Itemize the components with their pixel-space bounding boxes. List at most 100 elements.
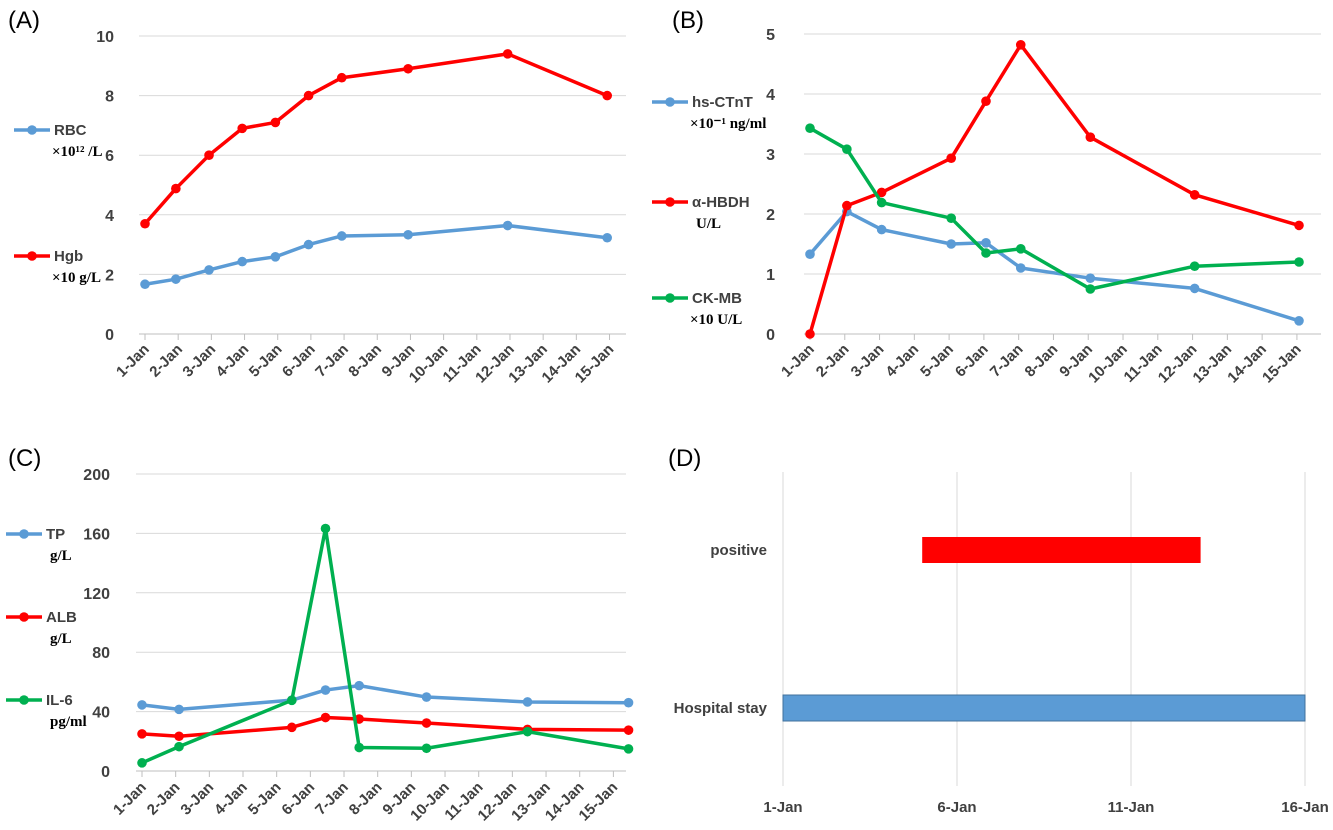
data-point bbox=[336, 72, 347, 83]
y-tick-label: 3 bbox=[766, 147, 775, 164]
legend-series-unit: ×10¹² /L bbox=[52, 144, 102, 160]
data-point bbox=[502, 49, 513, 59]
y-tick-label: 0 bbox=[105, 327, 114, 344]
data-point bbox=[946, 153, 957, 163]
data-point bbox=[237, 123, 248, 134]
y-tick-label: 2 bbox=[105, 267, 114, 284]
chart-panel-d: (D) 1-Jan 6-Jan 11-Jan 16-Jan positive Hospita… bbox=[668, 445, 1329, 816]
series-line-hgb bbox=[143, 52, 608, 225]
x-tick-label: 6-Jan bbox=[279, 341, 319, 381]
data-point bbox=[174, 731, 184, 742]
data-point bbox=[805, 249, 815, 259]
data-point bbox=[421, 718, 432, 728]
data-point bbox=[1294, 257, 1304, 267]
x-tick-label: 2-Jan bbox=[813, 341, 853, 381]
legend-series-name: Hgb bbox=[54, 248, 83, 265]
data-point bbox=[174, 741, 184, 752]
x-tick-label: 3-Jan bbox=[179, 341, 219, 381]
data-point bbox=[805, 329, 815, 339]
data-point bbox=[303, 239, 314, 250]
data-point bbox=[522, 726, 533, 737]
legend-swatch-marker bbox=[27, 125, 37, 135]
x-tick-label: 8-Jan bbox=[346, 779, 386, 819]
data-point bbox=[137, 758, 147, 768]
legend-series-name: hs-CTnT bbox=[692, 94, 753, 111]
panel-label: (C) bbox=[8, 445, 41, 472]
data-point bbox=[204, 150, 214, 160]
data-point bbox=[140, 218, 150, 229]
y-tick-label: 0 bbox=[766, 327, 775, 344]
y-category-label: positive bbox=[710, 542, 767, 559]
y-category-label: Hospital stay bbox=[674, 700, 768, 717]
x-tick-label: 15-Jan bbox=[576, 779, 622, 825]
data-point bbox=[140, 279, 150, 290]
series-line-tp bbox=[141, 683, 629, 712]
x-tick-label: 4-Jan bbox=[882, 341, 922, 381]
x-tick-label: 6-Jan bbox=[952, 341, 992, 381]
data-point bbox=[354, 742, 364, 753]
x-tick-label: 3-Jan bbox=[177, 779, 217, 819]
x-tick-label: 1-Jan bbox=[110, 779, 150, 819]
data-point bbox=[320, 523, 331, 534]
data-point bbox=[981, 96, 991, 106]
data-point bbox=[623, 744, 634, 754]
data-point bbox=[1294, 316, 1304, 326]
legend-swatch-marker bbox=[665, 293, 675, 303]
data-point bbox=[270, 117, 281, 128]
y-tick-label: 160 bbox=[83, 526, 110, 543]
data-point bbox=[137, 700, 147, 710]
data-point bbox=[174, 704, 184, 715]
legend-swatch-marker bbox=[19, 529, 29, 539]
x-tick-label: 5-Jan bbox=[917, 341, 957, 381]
legend-series-name: TP bbox=[46, 526, 65, 543]
data-point bbox=[842, 200, 852, 211]
data-point bbox=[287, 695, 297, 706]
legend-series-unit: g/L bbox=[50, 631, 72, 647]
x-tick-label: 7-Jan bbox=[312, 341, 352, 381]
y-tick-label: 4 bbox=[766, 87, 775, 104]
legend-swatch-marker bbox=[665, 197, 675, 207]
legend-swatch-marker bbox=[19, 612, 29, 622]
x-tick-label: 1-Jan bbox=[113, 341, 153, 381]
data-point bbox=[1015, 263, 1026, 273]
legend-series-unit: pg/ml bbox=[50, 714, 87, 730]
data-point bbox=[403, 63, 413, 74]
bar-positive bbox=[922, 537, 1201, 563]
data-point bbox=[320, 712, 331, 723]
series-line-ck-mb bbox=[809, 126, 1300, 291]
data-point bbox=[171, 274, 181, 284]
data-point bbox=[602, 232, 612, 243]
chart-panel-b: (B) 0 1 2 3 4 5 1-Jan2-Jan3-Jan4-Jan5-Jan6-Jan7… bbox=[652, 7, 1321, 386]
data-point bbox=[204, 265, 214, 275]
series-line-alb bbox=[141, 715, 629, 739]
x-tick-label: 7-Jan bbox=[312, 779, 352, 819]
y-tick-label: 1 bbox=[766, 267, 775, 284]
data-point bbox=[171, 183, 181, 194]
x-tick-label: 5-Jan bbox=[245, 779, 285, 819]
data-point bbox=[876, 197, 887, 208]
data-point bbox=[287, 722, 297, 733]
legend-series-name: RBC bbox=[54, 122, 87, 139]
data-point bbox=[1189, 261, 1200, 272]
data-point bbox=[623, 725, 634, 735]
x-tick-label: 2-Jan bbox=[144, 779, 184, 819]
y-tick-label: 0 bbox=[101, 764, 110, 781]
data-point bbox=[1189, 190, 1200, 200]
x-tick-label: 6-Jan bbox=[278, 779, 318, 819]
legend-swatch-marker bbox=[27, 251, 37, 261]
data-point bbox=[320, 685, 331, 695]
data-point bbox=[354, 680, 364, 691]
legend-series-name: α-HBDH bbox=[692, 194, 750, 211]
data-point bbox=[1015, 40, 1026, 50]
data-point bbox=[1085, 273, 1096, 284]
y-tick-label: 120 bbox=[83, 586, 110, 603]
x-tick-label: 4-Jan bbox=[211, 779, 251, 819]
y-tick-label: 5 bbox=[766, 27, 775, 44]
y-tick-label: 8 bbox=[105, 89, 114, 106]
data-point bbox=[805, 123, 815, 133]
data-point bbox=[981, 248, 991, 258]
x-tick-label: 16-Jan bbox=[1281, 799, 1329, 816]
legend-series-unit: ×10⁻¹ ng/ml bbox=[690, 116, 766, 132]
x-tick-label: 10-Jan bbox=[1085, 341, 1131, 387]
